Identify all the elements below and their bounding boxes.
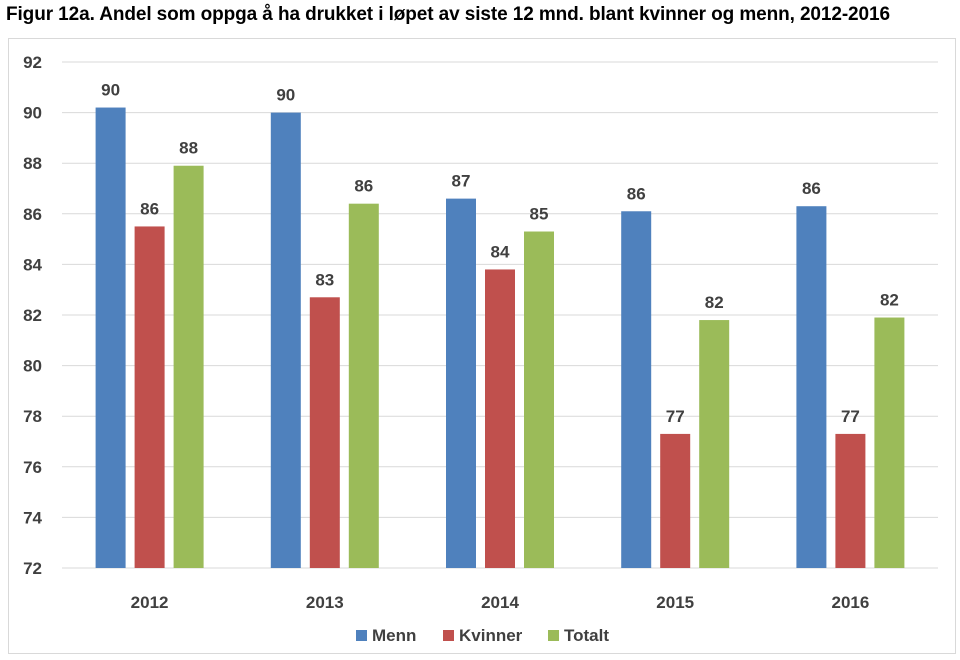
x-tick-label: 2012 — [131, 593, 169, 612]
data-label: 82 — [705, 293, 724, 312]
x-tick-label: 2016 — [831, 593, 869, 612]
bar-menn-2015 — [621, 211, 652, 568]
legend-label-menn: Menn — [372, 626, 416, 645]
data-label: 86 — [140, 199, 159, 218]
y-tick-label: 90 — [23, 104, 42, 123]
legend-label-kvinner: Kvinner — [459, 626, 523, 645]
data-label: 84 — [491, 242, 510, 261]
data-label: 85 — [530, 205, 549, 224]
x-tick-label: 2015 — [656, 593, 694, 612]
bar-menn-2014 — [446, 198, 476, 568]
y-tick-label: 86 — [23, 205, 42, 224]
bar-menn-2013 — [270, 112, 301, 568]
data-label: 90 — [276, 86, 295, 105]
y-tick-label: 82 — [23, 306, 42, 325]
data-label: 88 — [179, 139, 198, 158]
legend-swatch-menn — [356, 630, 367, 641]
data-label: 77 — [841, 407, 860, 426]
bar-kvinner-2014 — [485, 269, 515, 568]
legend-label-totalt: Totalt — [564, 626, 609, 645]
data-label: 86 — [802, 179, 821, 198]
data-label: 86 — [627, 184, 646, 203]
legend: Menn Kvinner Totalt — [356, 626, 609, 645]
y-tick-label: 76 — [23, 458, 42, 477]
data-label: 90 — [101, 81, 120, 100]
bar-menn-2012 — [95, 107, 126, 568]
y-tick-label: 92 — [23, 53, 42, 72]
bar-kvinner-2016 — [835, 433, 866, 568]
bar-kvinner-2015 — [660, 433, 691, 568]
data-label: 86 — [354, 177, 373, 196]
bar-totalt-2013 — [348, 203, 379, 568]
data-label: 77 — [666, 407, 685, 426]
y-tick-label: 88 — [23, 154, 42, 173]
data-label: 83 — [315, 270, 334, 289]
bar-totalt-2014 — [524, 231, 554, 568]
bar-kvinner-2013 — [309, 297, 340, 568]
y-tick-label: 74 — [23, 508, 42, 527]
bar-kvinner-2012 — [134, 226, 165, 568]
bars — [95, 107, 905, 569]
bar-totalt-2015 — [699, 320, 730, 568]
y-tick-label: 78 — [23, 407, 42, 426]
y-tick-label: 72 — [23, 559, 42, 578]
y-tick-label: 84 — [23, 255, 42, 274]
bar-totalt-2016 — [874, 317, 905, 568]
bar-totalt-2012 — [173, 165, 204, 569]
y-axis: 72 74 76 78 80 82 84 86 88 90 92 — [23, 53, 42, 578]
x-tick-label: 2014 — [481, 593, 519, 612]
bar-menn-2016 — [796, 206, 827, 568]
chart-title: Figur 12a. Andel som oppga å ha drukket … — [6, 4, 890, 25]
x-axis: 2012 2013 2014 2015 2016 — [131, 593, 870, 612]
x-tick-label: 2013 — [306, 593, 344, 612]
data-label: 82 — [880, 291, 899, 310]
chart-frame — [8, 38, 956, 654]
legend-swatch-totalt — [548, 630, 559, 641]
data-label: 87 — [452, 172, 471, 191]
legend-swatch-kvinner — [443, 630, 454, 641]
y-tick-label: 80 — [23, 357, 42, 376]
data-labels: 90 86 88 90 83 86 87 84 85 86 77 82 86 77 82 — [101, 81, 899, 426]
